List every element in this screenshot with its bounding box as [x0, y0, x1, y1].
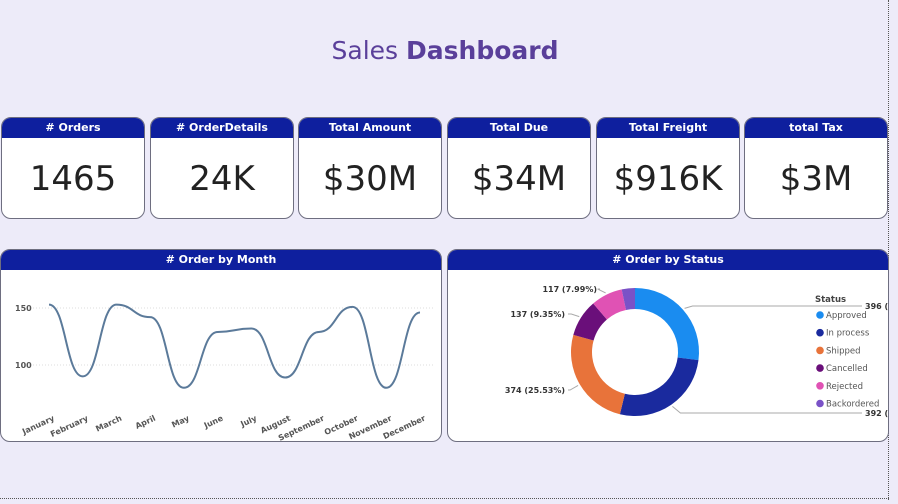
donut-slice-cancelled — [573, 303, 607, 341]
data-label: 374 (25.53%) — [505, 386, 565, 395]
x-tick-label: April — [134, 414, 157, 431]
data-label: 392 (26.76%) — [865, 409, 889, 418]
x-tick-label: March — [94, 414, 123, 434]
legend-item: Cancelled — [826, 364, 868, 374]
kpi-total-tax: total Tax $3M — [744, 117, 888, 219]
x-tick-label: February — [49, 413, 90, 439]
legend-item: Approved — [826, 311, 867, 321]
kpi-value: $3M — [779, 159, 853, 199]
order-by-month-chart: # Order by Month 150 100 January February Ma… — [0, 249, 442, 442]
kpi-order-details: # OrderDetails 24K — [150, 117, 294, 219]
leader-line — [568, 313, 580, 318]
page-title: Sales Dashboard — [331, 36, 559, 65]
legend-title: Status — [815, 295, 846, 305]
kpi-label: total Tax — [745, 118, 887, 138]
kpi-total-amount: Total Amount $30M — [298, 117, 442, 219]
chart-title: # Order by Month — [1, 250, 441, 270]
donut-chart-svg: 396 (27.03%) 392 (26.76%) 374 (25.53%) 137 … — [505, 285, 889, 418]
x-tick-label: May — [170, 413, 191, 429]
kpi-label: # OrderDetails — [151, 118, 293, 138]
leader-line — [597, 288, 606, 294]
x-tick-label: June — [202, 413, 225, 430]
x-tick-label: July — [238, 413, 258, 429]
kpi-label: # Orders — [2, 118, 144, 138]
y-tick-label: 150 — [15, 304, 32, 313]
data-label: 396 (27.03%) — [865, 302, 889, 311]
legend-marker — [816, 311, 824, 319]
legend-item: In process — [826, 329, 870, 339]
kpi-value: $30M — [322, 159, 418, 199]
legend-marker — [816, 399, 824, 408]
kpi-total-due: Total Due $34M — [447, 117, 591, 219]
legend-marker — [816, 328, 824, 337]
kpi-value: $916K — [613, 159, 723, 199]
kpi-total-freight: Total Freight $916K — [596, 117, 740, 219]
legend-item: Backordered — [826, 400, 879, 410]
series-line — [48, 303, 421, 389]
legend-marker — [816, 382, 824, 390]
donut-slice-rejected — [593, 289, 627, 320]
page-border-right — [888, 0, 889, 500]
leader-line — [684, 305, 862, 309]
kpi-label: Total Due — [448, 118, 590, 138]
legend-marker — [816, 364, 824, 372]
data-label: 137 (9.35%) — [510, 310, 565, 319]
kpi-orders: # Orders 1465 — [1, 117, 145, 219]
legend-item: Shipped — [826, 346, 861, 356]
leader-line — [672, 405, 862, 414]
donut-slice-shipped — [571, 334, 625, 415]
legend-item: Rejected — [826, 382, 863, 392]
donut-slice-backordered — [621, 288, 635, 310]
kpi-label: Total Freight — [597, 118, 739, 138]
donut-slice-approved — [635, 288, 699, 361]
kpi-value: $34M — [471, 159, 567, 199]
leader-line — [568, 384, 579, 391]
legend-marker — [816, 346, 824, 355]
kpi-value: 24K — [189, 159, 255, 199]
chart-title: # Order by Status — [448, 250, 888, 270]
page-border-bottom — [0, 498, 889, 499]
kpi-label: Total Amount — [299, 118, 441, 138]
donut-slice-in-process — [619, 357, 699, 416]
y-tick-label: 100 — [15, 361, 32, 370]
data-label: 117 (7.99%) — [542, 285, 597, 294]
kpi-value: 1465 — [29, 159, 117, 199]
order-by-status-chart: # Order by Status 396 (27.03%) 392 (26.76… — [447, 249, 889, 442]
